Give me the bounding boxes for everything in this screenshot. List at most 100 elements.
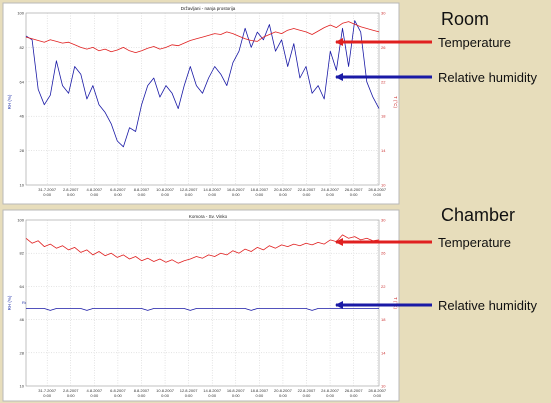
room-chart-title: Državljani - nanja prostorija [181,6,236,11]
room-right-tick-label: 26 [381,45,386,50]
room-x-tick-time: 0:00 [255,192,264,197]
chamber-x-tick-date: 16.8.2007 [227,388,246,393]
room-left-tick-label: 64 [20,79,25,84]
chamber-left-tick-label: 64 [20,284,25,289]
chamber-x-tick-time: 0:00 [185,393,194,398]
chamber-x-tick-time: 0:00 [43,393,52,398]
chamber-left-axis-label: RH (%) [7,295,12,310]
chamber-x-tick-time: 0:00 [232,393,241,398]
room-x-tick-date: 31.7.2007 [38,187,57,192]
chamber-x-tick-time: 0:00 [303,393,312,398]
room-left-tick-label: 82 [20,45,25,50]
chamber-left-tick-label: 10 [20,384,25,389]
room-x-tick-time: 0:00 [373,192,382,197]
room-left-tick-label: 46 [20,114,25,119]
chamber-left-tick-label: 82 [20,251,25,256]
chamber-left-tick-label: 28 [20,350,25,355]
room-temperature-label: Temperature [438,35,511,50]
room-humidity-series-line [25,20,380,148]
room-x-tick-date: 28.8.2007 [368,187,387,192]
chamber-right-tick-label: 22 [381,284,386,289]
chamber-panel-title: Chamber [441,205,515,225]
room-x-tick-time: 0:00 [232,192,241,197]
chamber-x-tick-time: 0:00 [114,393,123,398]
chamber-temperature-series-line [25,234,380,264]
room-x-tick-time: 0:00 [279,192,288,197]
room-x-tick-time: 0:00 [350,192,359,197]
chamber-x-tick-date: 4.8.2007 [87,388,103,393]
room-x-tick-time: 0:00 [67,192,76,197]
chamber-x-tick-time: 0:00 [138,393,147,398]
chamber-x-tick-date: 8.8.2007 [134,388,150,393]
room-humidity-label: Relative humidity [438,70,537,85]
chamber-x-tick-date: 12.8.2007 [180,388,199,393]
chamber-x-tick-date: 10.8.2007 [156,388,175,393]
chamber-x-tick-time: 0:00 [326,393,335,398]
chamber-x-tick-date: 20.8.2007 [274,388,293,393]
chamber-right-tick-label: 10 [381,384,386,389]
room-x-tick-date: 4.8.2007 [87,187,103,192]
room-x-tick-date: 20.8.2007 [274,187,293,192]
chamber-x-tick-time: 0:00 [373,393,382,398]
chamber-humidity-series-line [26,308,379,311]
room-x-tick-date: 26.8.2007 [345,187,364,192]
room-right-tick-label: 10 [381,183,386,188]
room-x-tick-date: 14.8.2007 [203,187,222,192]
chamber-x-tick-time: 0:00 [350,393,359,398]
room-right-axis-label: T (°C) [393,96,398,108]
room-right-tick-label: 30 [381,11,386,16]
room-right-tick-label: 14 [381,148,386,153]
chamber-annotations: Chamber Temperature Relative humidity [335,205,537,313]
room-left-tick-label: 10 [20,183,25,188]
room-x-tick-time: 0:00 [43,192,52,197]
room-left-tick-label: 100 [17,11,24,16]
chamber-chart: Komora - Sv. Vinko Rubberband RH (%) T (… [2,209,400,402]
chamber-x-tick-time: 0:00 [90,393,99,398]
chamber-x-tick-date: 28.8.2007 [368,388,387,393]
room-x-tick-date: 2.8.2007 [63,187,79,192]
chamber-x-tick-date: 18.8.2007 [250,388,269,393]
chamber-humidity-label: Relative humidity [438,298,537,313]
chamber-right-tick-label: 14 [381,350,386,355]
chamber-x-tick-date: 2.8.2007 [63,388,79,393]
room-temperature-series-line [25,21,380,53]
chamber-chart-title: Komora - Sv. Vinko [189,214,228,219]
room-x-tick-date: 12.8.2007 [180,187,199,192]
room-left-tick-label: 28 [20,148,25,153]
chamber-right-axis-label: T (°C) [393,297,398,309]
chamber-x-tick-time: 0:00 [67,393,76,398]
chamber-x-tick-date: 31.7.2007 [38,388,57,393]
room-x-tick-date: 18.8.2007 [250,187,269,192]
chamber-x-tick-date: 14.8.2007 [203,388,222,393]
room-right-tick-label: 22 [381,79,386,84]
chamber-x-tick-time: 0:00 [279,393,288,398]
room-x-tick-date: 8.8.2007 [134,187,150,192]
room-x-tick-time: 0:00 [138,192,147,197]
chamber-left-tick-label: 100 [17,218,24,223]
chamber-temperature-label: Temperature [438,235,511,250]
chamber-plot-area [25,219,380,387]
chamber-right-tick-label: 26 [381,251,386,256]
room-plot-area [25,12,380,186]
room-left-axis-label: RH (%) [7,94,12,109]
chamber-x-tick-time: 0:00 [255,393,264,398]
chamber-x-tick-time: 0:00 [208,393,217,398]
chamber-right-tick-label: 18 [381,317,386,322]
room-x-tick-time: 0:00 [326,192,335,197]
chamber-x-tick-date: 22.8.2007 [298,388,317,393]
room-chart: Državljani - nanja prostorija Rubberband… [2,2,400,205]
chamber-left-tick-label: 46 [20,317,25,322]
room-x-tick-time: 0:00 [161,192,170,197]
room-x-tick-time: 0:00 [208,192,217,197]
chamber-x-tick-date: 24.8.2007 [321,388,340,393]
chamber-x-tick-date: 6.8.2007 [110,388,126,393]
chamber-right-tick-label: 30 [381,218,386,223]
room-x-tick-date: 24.8.2007 [321,187,340,192]
room-x-tick-date: 22.8.2007 [298,187,317,192]
chamber-x-tick-date: 26.8.2007 [345,388,364,393]
room-x-tick-date: 10.8.2007 [156,187,175,192]
room-right-tick-label: 18 [381,114,386,119]
room-annotations: Room Temperature Relative humidity [335,9,537,85]
room-x-tick-time: 0:00 [185,192,194,197]
